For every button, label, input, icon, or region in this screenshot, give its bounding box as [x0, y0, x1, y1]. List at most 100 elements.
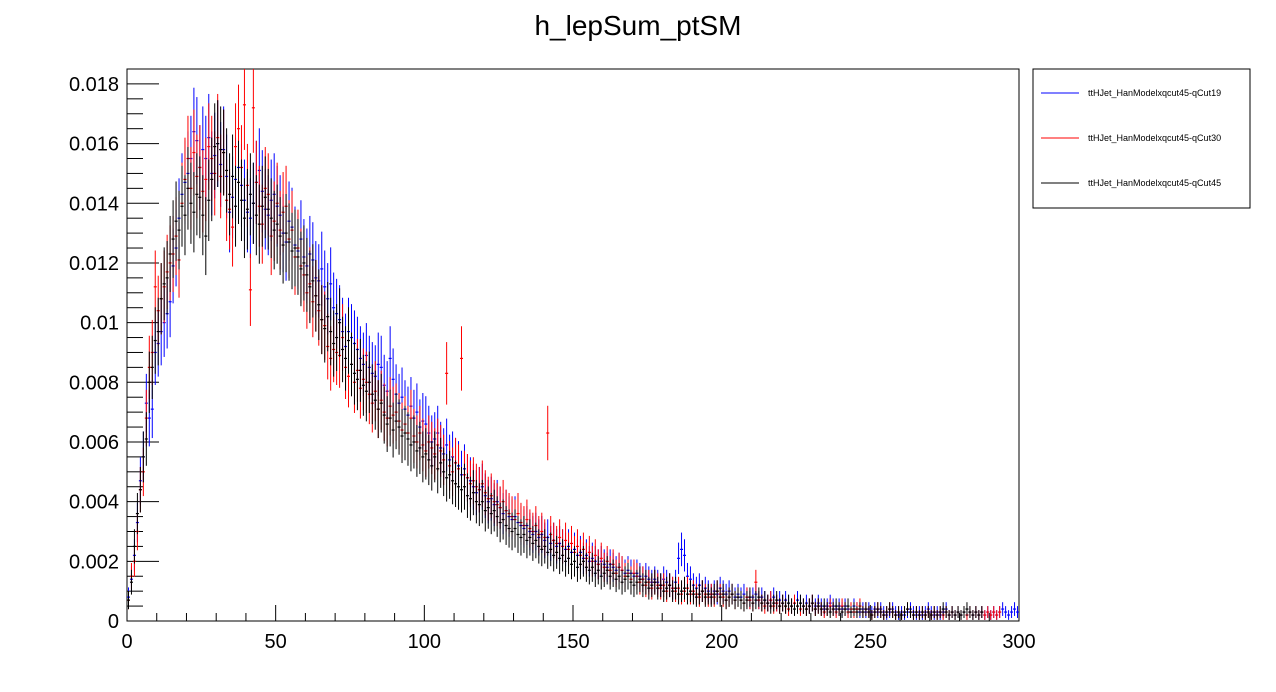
data-point	[760, 594, 764, 612]
data-point	[1016, 606, 1020, 618]
data-point	[189, 162, 193, 244]
data-point	[671, 580, 675, 603]
data-point	[920, 606, 924, 618]
data-point	[439, 437, 443, 488]
data-point	[263, 156, 267, 239]
data-point	[983, 610, 987, 620]
data-point	[712, 583, 716, 605]
data-point	[876, 602, 880, 616]
data-point	[570, 549, 574, 580]
data-point	[317, 269, 321, 341]
data-point	[376, 380, 380, 439]
data-point	[914, 606, 918, 618]
data-point	[394, 392, 398, 450]
data-point	[225, 128, 229, 213]
data-point	[816, 598, 820, 614]
data-point	[237, 140, 240, 224]
data-point	[311, 244, 315, 318]
data-point	[813, 602, 817, 616]
data-point	[144, 412, 148, 466]
data-point	[522, 515, 526, 553]
data-point	[718, 587, 722, 607]
data-point	[138, 466, 142, 513]
data-point	[903, 606, 907, 618]
data-point	[471, 470, 475, 516]
data-point	[837, 602, 841, 616]
data-point	[626, 562, 630, 590]
data-point	[867, 606, 871, 618]
data-point	[888, 602, 892, 616]
data-point	[379, 373, 383, 433]
data-point	[373, 370, 377, 430]
legend-entry[interactable]: ttHJet_HanModelxqcut45-qCut19	[1041, 88, 1221, 98]
data-point	[605, 556, 609, 585]
data-point	[819, 602, 823, 616]
data-point	[412, 415, 416, 469]
data-point	[599, 562, 603, 590]
data-point	[989, 610, 993, 620]
data-point	[341, 316, 345, 383]
x-tick-label: 100	[408, 631, 441, 653]
data-point	[879, 606, 883, 618]
data-point	[962, 606, 966, 618]
data-point	[180, 165, 184, 247]
data-point	[498, 502, 502, 543]
data-point	[468, 476, 472, 521]
data-point	[352, 342, 356, 405]
data-point	[665, 576, 669, 600]
data-point	[269, 178, 273, 259]
data-point	[846, 598, 850, 614]
data-point	[578, 549, 582, 580]
legend-entry[interactable]: ttHJet_HanModelxqcut45-qCut45	[1041, 178, 1221, 188]
data-point	[840, 606, 844, 618]
data-point	[495, 496, 499, 537]
data-point	[587, 556, 591, 585]
data-point	[501, 499, 505, 540]
data-point	[956, 606, 960, 618]
data-point	[534, 522, 538, 559]
data-point	[668, 573, 672, 598]
data-point	[1007, 610, 1011, 620]
data-point	[397, 399, 401, 455]
data-point	[492, 489, 496, 532]
data-point	[281, 206, 285, 284]
data-point	[228, 153, 232, 236]
data-point	[754, 569, 758, 595]
data-point	[709, 587, 713, 607]
data-point	[558, 542, 562, 575]
data-point	[222, 109, 226, 196]
y-tick-label: 0.018	[69, 74, 119, 96]
data-point	[406, 412, 410, 466]
data-point	[602, 559, 606, 587]
legend-entry[interactable]: ttHJet_HanModelxqcut45-qCut30	[1041, 133, 1221, 143]
x-tick-label: 50	[265, 631, 287, 653]
data-point	[793, 602, 797, 616]
data-point	[486, 486, 490, 529]
data-point	[525, 522, 529, 559]
data-point	[778, 598, 782, 614]
data-point	[245, 168, 249, 250]
data-point	[608, 562, 612, 590]
data-point	[546, 535, 550, 569]
data-point	[480, 479, 484, 524]
data-point	[219, 106, 223, 193]
data-point	[519, 519, 523, 556]
data-point	[995, 610, 999, 620]
data-point	[858, 602, 862, 616]
data-point	[968, 606, 972, 618]
data-point	[947, 610, 951, 620]
data-point	[614, 566, 618, 593]
data-point	[680, 580, 684, 603]
data-point	[575, 552, 579, 582]
data-point	[528, 519, 532, 556]
data-point	[742, 594, 746, 612]
data-point	[1013, 602, 1017, 616]
y-tick-label: 0.016	[69, 134, 119, 156]
data-point	[688, 580, 692, 603]
legend[interactable]: ttHJet_HanModelxqcut45-qCut19 ttHJet_HanM…	[1032, 68, 1251, 209]
data-point	[186, 147, 190, 230]
data-point	[721, 583, 725, 605]
data-point	[748, 587, 752, 607]
data-point	[201, 175, 205, 256]
data-point	[911, 610, 915, 620]
